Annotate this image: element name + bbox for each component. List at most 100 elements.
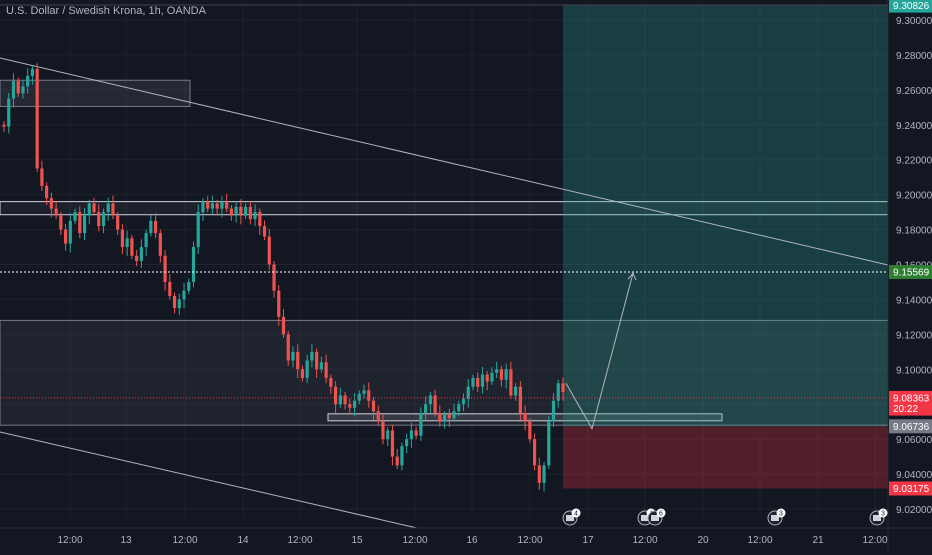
candle-body <box>21 86 25 94</box>
candle-body <box>87 203 91 216</box>
candle-body <box>262 226 267 237</box>
price-label-box <box>889 265 932 280</box>
y-tick-label: 9.02000 <box>896 505 932 516</box>
event-badges: 44633 <box>562 508 888 526</box>
event-count-dot <box>656 508 666 518</box>
candle-body <box>16 81 20 94</box>
event-count-text: 6 <box>659 511 663 518</box>
candle-body <box>239 206 243 216</box>
candle-body <box>442 414 447 422</box>
candle-body <box>343 395 347 405</box>
candle-body <box>182 290 186 300</box>
candle-body <box>319 362 323 370</box>
candle-body <box>106 203 110 213</box>
candle-body <box>296 351 300 370</box>
y-tick-label: 9.24000 <box>896 121 932 132</box>
candle-body <box>191 247 196 282</box>
x-tick-label: 16 <box>466 535 478 546</box>
candle-body <box>45 185 49 199</box>
y-tick-label: 9.04000 <box>896 470 932 481</box>
candle-body <box>329 378 333 387</box>
event-count-dot <box>776 508 786 518</box>
candle-body <box>215 203 219 209</box>
x-tick-label: 12:00 <box>57 535 82 546</box>
y-tick-label: 9.26000 <box>896 86 932 97</box>
candle-body <box>116 215 120 230</box>
candle-body <box>419 412 423 436</box>
candles-layer <box>2 63 565 492</box>
x-tick-label: 12:00 <box>517 535 542 546</box>
candle-body <box>267 236 271 265</box>
candle-body <box>187 281 191 291</box>
candle-body <box>78 212 82 234</box>
candle-body <box>210 203 215 209</box>
candle-body <box>490 372 494 382</box>
price-label-text: 20:22 <box>893 404 918 415</box>
candle-body <box>352 400 357 408</box>
event-flag-inner <box>873 515 881 521</box>
candle-body <box>556 383 560 401</box>
candle-body <box>305 360 309 379</box>
candle-body <box>229 208 233 216</box>
candle-body <box>371 400 376 412</box>
candle-body <box>220 201 224 209</box>
candle-body <box>272 264 276 291</box>
candle-body <box>315 351 319 370</box>
candle-body <box>35 68 39 169</box>
candle-body <box>310 351 314 361</box>
candle-body <box>405 439 409 447</box>
position-target-area <box>563 5 888 427</box>
candle-body <box>291 351 295 361</box>
y-tick-label: 9.18000 <box>896 226 932 237</box>
trend-line-lower <box>0 431 418 529</box>
candle-body <box>277 290 281 317</box>
candle-body <box>438 412 442 422</box>
candle-body <box>172 295 177 309</box>
candle-body <box>11 81 16 99</box>
candle-body <box>59 215 63 230</box>
candle-body <box>376 411 380 422</box>
price-label-box <box>889 401 932 416</box>
candle-body <box>428 395 432 405</box>
y-tick-label: 9.14000 <box>896 295 932 306</box>
candle-body <box>409 430 414 440</box>
candle-body <box>362 390 366 394</box>
event-flag-inner <box>641 515 649 521</box>
candle-body <box>111 203 115 216</box>
candle-body <box>135 255 139 262</box>
candle-body <box>514 386 518 396</box>
candle-body <box>348 404 352 408</box>
candle-body <box>163 255 167 282</box>
candle-body <box>367 390 371 401</box>
y-tick-label: 9.22000 <box>896 156 932 167</box>
candle-body <box>253 212 257 220</box>
candle-body <box>49 198 53 209</box>
candle-body <box>63 229 68 244</box>
event-flag-inner <box>771 515 779 521</box>
candle-body <box>447 414 451 419</box>
candle-body <box>381 421 385 440</box>
event-count-dot <box>878 508 888 518</box>
position-stop-area <box>563 426 888 489</box>
candle-body <box>225 201 229 209</box>
candle-body <box>542 465 546 483</box>
candle-body <box>457 404 461 412</box>
x-tick-label: 13 <box>120 535 132 546</box>
candle-body <box>357 393 361 401</box>
x-tick-label: 12:00 <box>632 535 657 546</box>
y-tick-label: 9.20000 <box>896 191 932 202</box>
candle-body <box>144 233 148 248</box>
price-label-box <box>889 390 932 405</box>
candle-body <box>395 456 399 466</box>
candle-body <box>201 201 205 213</box>
grid-layer <box>0 4 888 518</box>
event-flag-inner <box>566 515 574 521</box>
candle-body <box>139 247 143 262</box>
candle-body <box>120 229 125 248</box>
price-label-box <box>889 0 932 13</box>
candle-body <box>471 378 475 387</box>
candle-body <box>258 212 262 227</box>
candle-body <box>68 220 72 244</box>
